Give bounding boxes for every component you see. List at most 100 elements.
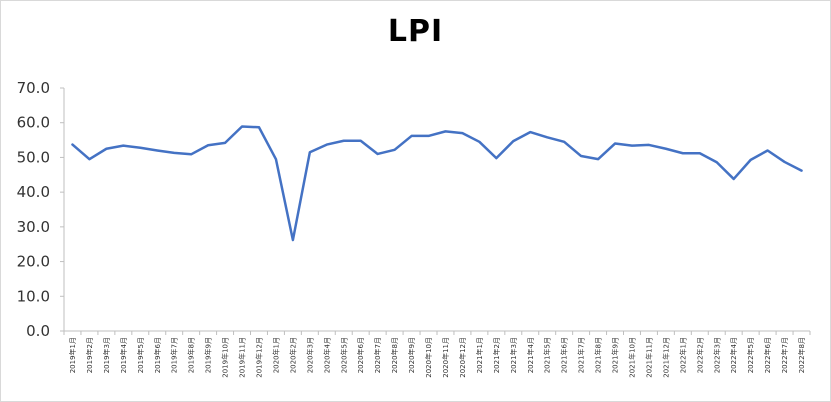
x-tick-label: 2019年4月	[119, 337, 128, 373]
x-tick-label: 2021年12月	[661, 337, 670, 378]
x-tick-label: 2020年10月	[424, 337, 433, 378]
x-tick-label: 2019年10月	[221, 337, 230, 378]
data-point	[512, 140, 515, 142]
x-tick-label: 2021年8月	[594, 337, 603, 373]
data-point	[156, 149, 159, 152]
y-tick-label: 30.0	[17, 218, 50, 236]
x-tick-label: 2021年2月	[492, 337, 501, 373]
data-point	[698, 152, 701, 155]
y-tick-label: 20.0	[17, 253, 50, 271]
data-point	[766, 149, 769, 152]
x-tick-label: 2021年10月	[627, 337, 636, 378]
series-line	[71, 125, 803, 242]
data-point	[207, 144, 209, 147]
data-point	[783, 161, 786, 163]
x-tick-label: 2022年8月	[797, 337, 806, 373]
x-tick-label: 2019年1月	[68, 337, 77, 373]
y-tick-label: 40.0	[17, 183, 50, 201]
data-point	[241, 125, 243, 128]
x-tick-label: 2022年3月	[712, 337, 721, 373]
y-tick-label: 60.0	[17, 114, 50, 132]
x-tick-label: 2021年1月	[475, 337, 484, 373]
data-point	[122, 144, 125, 147]
data-point	[376, 153, 379, 155]
x-tick-label: 2020年5月	[339, 337, 348, 373]
data-point	[173, 152, 176, 154]
y-axis-ticks: 0.0 10.0 20.0 30.0 40.0 50.0 60.0 70.0	[17, 79, 64, 340]
data-point	[309, 151, 311, 154]
x-tick-label: 2019年3月	[102, 337, 111, 373]
data-point	[715, 161, 718, 164]
x-tick-label: 2019年11月	[238, 337, 247, 378]
data-point	[224, 142, 226, 144]
x-tick-label: 2020年12月	[458, 337, 467, 378]
x-tick-label: 2020年3月	[305, 337, 314, 373]
data-point	[648, 144, 650, 146]
x-tick-label: 2019年8月	[187, 337, 196, 373]
data-point	[614, 142, 616, 145]
data-point	[444, 130, 447, 133]
x-tick-label: 2020年6月	[356, 337, 365, 373]
data-point	[495, 157, 498, 159]
data-point	[88, 158, 91, 160]
x-tick-label: 2022年6月	[763, 337, 772, 373]
chart-title: LPI	[387, 14, 444, 49]
x-tick-label: 2021年11月	[644, 337, 653, 378]
x-tick-label: 2021年3月	[509, 337, 518, 373]
x-tick-label: 2022年4月	[729, 337, 738, 373]
x-tick-label: 2022年2月	[695, 337, 704, 373]
x-tick-label: 2019年5月	[136, 337, 145, 373]
data-point	[275, 158, 277, 160]
data-point	[580, 155, 582, 157]
data-point	[665, 147, 667, 150]
x-tick-label: 2022年7月	[780, 337, 789, 373]
y-tick-label: 0.0	[26, 322, 50, 340]
x-tick-label: 2020年8月	[390, 337, 399, 373]
x-tick-label: 2020年11月	[441, 337, 450, 378]
data-point	[342, 139, 345, 142]
data-point	[190, 153, 192, 156]
x-tick-label: 2019年12月	[254, 337, 263, 378]
data-point	[359, 139, 362, 142]
x-tick-label: 2019年2月	[85, 337, 94, 373]
x-tick-label: 2021年5月	[543, 337, 552, 373]
x-tick-label: 2019年9月	[204, 337, 213, 373]
x-tick-label: 2022年5月	[746, 337, 755, 373]
x-tick-label: 2021年6月	[560, 337, 569, 373]
data-point	[427, 135, 430, 137]
data-point	[393, 148, 396, 151]
x-tick-label: 2020年9月	[407, 337, 416, 373]
y-tick-label: 50.0	[17, 148, 50, 166]
x-tick-label: 2021年9月	[611, 337, 620, 373]
x-tick-label: 2019年7月	[170, 337, 179, 373]
x-tick-label: 2020年2月	[288, 337, 297, 373]
lpi-series	[71, 125, 803, 242]
data-point	[325, 143, 328, 146]
data-point	[139, 146, 142, 149]
data-point	[258, 126, 260, 129]
chart-axes	[63, 88, 810, 332]
x-tick-label: 2021年7月	[577, 337, 586, 373]
data-point	[410, 135, 413, 137]
data-point	[105, 147, 108, 150]
x-tick-label: 2020年7月	[373, 337, 382, 373]
data-point	[292, 239, 294, 241]
data-point	[546, 136, 549, 139]
x-tick-label: 2022年1月	[678, 337, 687, 373]
data-point	[597, 158, 599, 160]
data-point	[461, 132, 464, 134]
x-tick-label: 2020年1月	[271, 337, 280, 373]
data-point	[682, 152, 684, 155]
data-point	[563, 141, 565, 143]
data-point	[732, 178, 735, 180]
y-tick-label: 70.0	[17, 79, 50, 97]
data-point	[749, 159, 752, 161]
x-tick-label: 2021年4月	[526, 337, 535, 373]
data-point	[71, 143, 74, 146]
data-point	[478, 141, 481, 143]
data-point	[800, 169, 803, 172]
data-point	[529, 131, 532, 133]
y-tick-label: 10.0	[17, 287, 50, 305]
